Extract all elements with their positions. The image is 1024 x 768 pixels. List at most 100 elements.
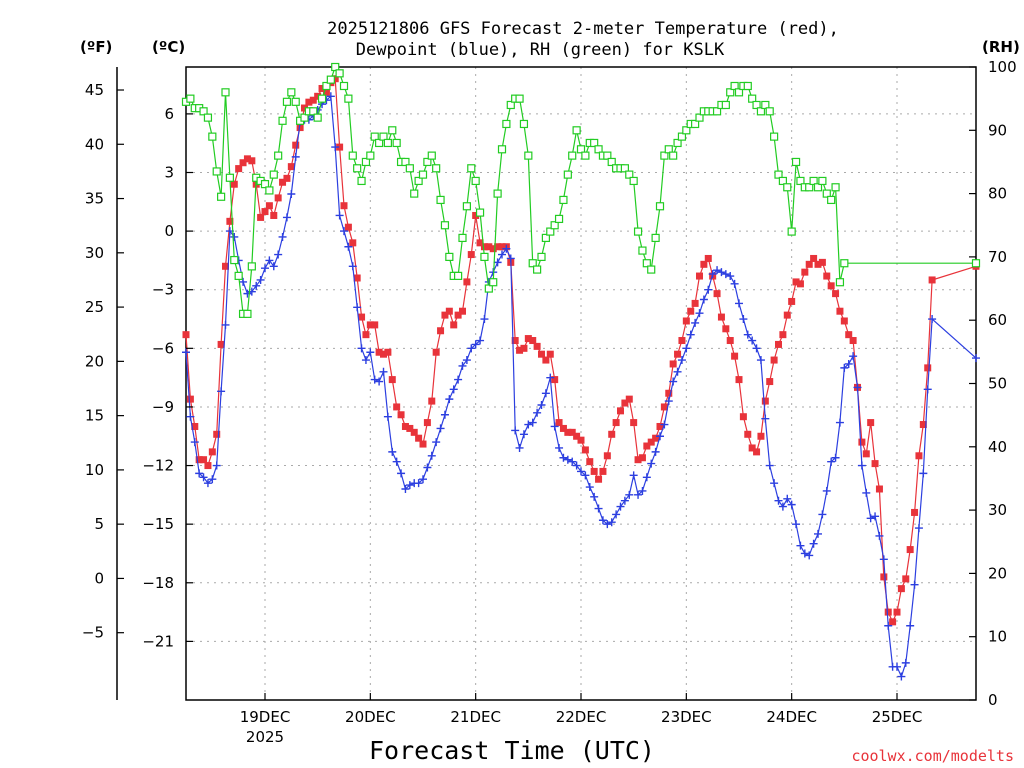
2-meter-temperature-point: [371, 321, 379, 329]
2-meter-temperature-point: [735, 376, 743, 384]
fahrenheit-tick-label: 35: [85, 190, 104, 208]
dewpoint-point: [555, 443, 564, 452]
dewpoint-point: [853, 383, 862, 392]
rh-point: [353, 164, 362, 173]
2-meter-temperature-point: [919, 421, 927, 429]
fahrenheit-tick-label: 5: [94, 515, 104, 533]
rh-point: [370, 132, 379, 141]
2-meter-temperature-point: [748, 444, 756, 452]
rh-point: [423, 157, 432, 167]
2-meter-temperature-line: [185, 77, 977, 624]
dewpoint-point: [375, 377, 384, 386]
dewpoint-point: [923, 385, 932, 394]
2-meter-temperature-point: [608, 430, 616, 438]
2-meter-temperature-point: [274, 194, 282, 202]
2-meter-temperature-point: [638, 454, 646, 462]
2-meter-temperature-point: [739, 413, 747, 421]
2-meter-temperature-point: [717, 313, 725, 321]
rh-point: [765, 107, 774, 116]
2-meter-temperature-point: [208, 448, 216, 456]
dewpoint-point: [563, 455, 572, 464]
2-meter-temperature-point: [520, 344, 528, 352]
dewpoint-point: [331, 143, 340, 152]
dewpoint-point: [765, 461, 774, 470]
2-meter-temperature-point: [643, 442, 651, 450]
dewpoint-point: [405, 481, 414, 490]
2-meter-temperature-point: [279, 178, 287, 186]
2-meter-temperature-point: [779, 331, 787, 339]
dewpoint-point: [677, 356, 686, 365]
rh-point: [326, 75, 335, 84]
2-meter-temperature-point: [191, 422, 199, 430]
2-meter-temperature-point: [213, 430, 221, 438]
2-meter-temperature-point: [230, 180, 238, 188]
dewpoint-point: [208, 475, 217, 484]
dewpoint-point: [370, 375, 379, 384]
x-tick-label: 21DEC: [450, 708, 501, 726]
dewpoint-point: [862, 488, 871, 497]
2-meter-temperature-point: [924, 364, 932, 372]
rh-point: [576, 145, 586, 154]
2-meter-temperature-point: [200, 456, 208, 464]
rh-point: [787, 227, 796, 236]
fahrenheit-tick-label: 45: [85, 81, 104, 99]
dewpoint-point: [660, 420, 669, 429]
rh-point: [827, 195, 836, 205]
dewpoint-point: [914, 524, 923, 533]
2-meter-temperature-point: [494, 243, 502, 251]
2-meter-temperature-point: [441, 311, 449, 319]
fahrenheit-tick-label: 15: [85, 407, 104, 425]
title-line-2: Dewpoint (blue), RH (green) for KSLK: [356, 40, 725, 60]
dewpoint-point: [287, 189, 296, 198]
2-meter-temperature-point: [340, 202, 348, 210]
dewpoint-point: [361, 356, 370, 365]
chart-title: 2025121806 GFS Forecast 2-meter Temperat…: [327, 19, 839, 60]
rh-point: [629, 176, 638, 186]
2-meter-temperature-point: [243, 155, 251, 163]
rh-tick-label: 0: [988, 691, 998, 709]
dewpoint-point: [713, 266, 722, 275]
2-meter-temperature-point: [476, 239, 484, 247]
dewpoint-point: [256, 275, 265, 284]
2-meter-temperature-point: [867, 419, 875, 427]
2-meter-temperature-point: [454, 311, 462, 319]
dewpoint-point: [928, 315, 937, 324]
2-meter-temperature-point: [516, 346, 524, 354]
fahrenheit-tick-label: 10: [85, 461, 104, 479]
2-meter-temperature-point: [204, 462, 212, 470]
rh-tick-label: 100: [988, 58, 1017, 76]
dewpoint-point: [182, 348, 190, 357]
2-meter-temperature-point: [388, 376, 396, 384]
2-meter-temperature-point: [805, 260, 813, 268]
rh-point: [405, 164, 414, 173]
2-meter-temperature-point: [265, 202, 273, 210]
2-meter-temperature-point: [305, 98, 313, 106]
2-meter-temperature-point: [783, 311, 791, 319]
2-meter-temperature-point: [704, 254, 712, 262]
rh-point: [568, 151, 577, 160]
dewpoint-point: [704, 285, 713, 294]
dewpoint-point: [265, 256, 274, 265]
dewpoint-point: [748, 336, 757, 345]
dewpoint-point: [186, 412, 195, 421]
rh-tick-label: 10: [988, 628, 1007, 646]
rh-point: [519, 119, 529, 129]
dewpoint-point: [629, 471, 638, 480]
2-meter-temperature-point: [906, 546, 914, 554]
2-meter-temperature-point: [902, 575, 910, 583]
2-meter-temperature-point: [467, 251, 475, 259]
rh-tick-label: 60: [988, 311, 1007, 329]
2-meter-temperature-point: [713, 290, 721, 298]
rh-point: [199, 107, 208, 116]
rh-point: [348, 151, 357, 160]
dewpoint-point: [379, 367, 388, 376]
dewpoint-point: [625, 490, 634, 499]
2-meter-temperature-point: [248, 157, 256, 165]
dewpoint-point: [340, 227, 348, 236]
2-meter-temperature-point: [858, 438, 866, 446]
rh-point: [493, 189, 502, 198]
dewpoint-point: [524, 420, 533, 429]
rh-point: [515, 94, 524, 103]
2-meter-temperature-point: [533, 342, 541, 350]
2-meter-temperature-point: [358, 313, 366, 321]
